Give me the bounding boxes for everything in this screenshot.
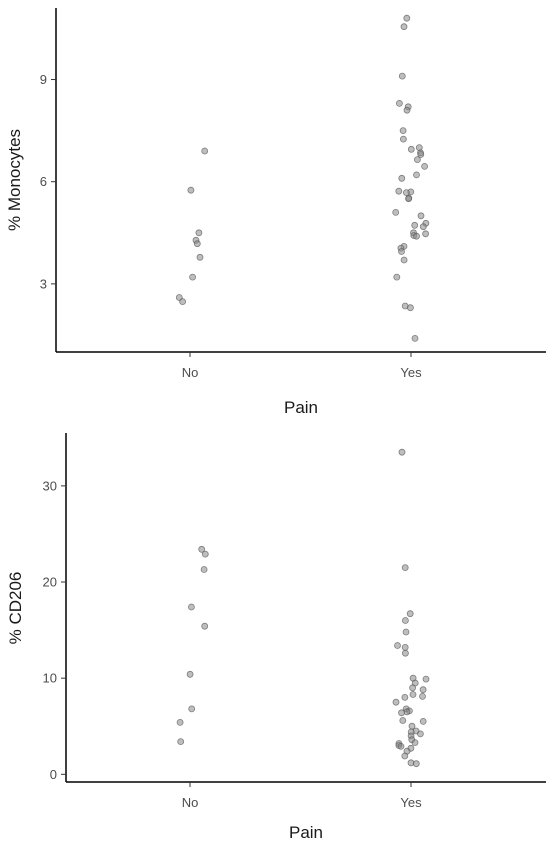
- y-tick-label: 9: [40, 72, 47, 87]
- y-axis-title: % CD206: [6, 572, 25, 645]
- data-point: [422, 230, 430, 238]
- data-point: [177, 738, 185, 745]
- data-point: [201, 550, 209, 558]
- data-point: [413, 156, 421, 164]
- x-ticks: No Yes: [182, 352, 422, 380]
- data-point: [402, 628, 410, 636]
- data-point: [188, 705, 196, 713]
- cd206-panel: 0 10 20 30 No Yes Pain % CD206: [6, 433, 546, 842]
- data-points: [176, 448, 430, 768]
- data-point: [406, 610, 414, 618]
- data-point: [392, 698, 400, 706]
- data-point: [398, 248, 405, 255]
- data-point: [422, 675, 430, 683]
- data-point: [201, 147, 209, 155]
- data-point: [416, 730, 424, 738]
- data-point: [400, 23, 408, 31]
- data-point: [200, 566, 208, 573]
- y-tick-label: 20: [43, 575, 57, 590]
- data-point: [395, 187, 403, 195]
- data-point: [189, 273, 197, 281]
- data-point: [407, 145, 415, 153]
- x-axis-title: Pain: [289, 823, 323, 842]
- y-tick-label: 10: [43, 671, 57, 686]
- data-point: [187, 186, 195, 194]
- data-point: [179, 298, 187, 306]
- data-point: [400, 256, 408, 264]
- data-point: [411, 739, 419, 746]
- data-point: [398, 709, 405, 717]
- data-point: [398, 448, 406, 456]
- data-point: [195, 229, 203, 237]
- x-tick-label: Yes: [400, 365, 422, 380]
- data-point: [399, 135, 407, 143]
- y-tick-label: 0: [50, 767, 57, 782]
- data-point: [193, 240, 201, 248]
- data-point: [401, 644, 409, 651]
- data-point: [186, 670, 194, 678]
- data-point: [196, 253, 204, 261]
- data-point: [409, 691, 417, 698]
- data-point: [419, 718, 427, 725]
- x-ticks: No Yes: [182, 782, 422, 810]
- data-point: [401, 617, 409, 624]
- data-point: [419, 693, 426, 700]
- data-point: [403, 14, 411, 22]
- data-point: [405, 195, 413, 203]
- data-point: [187, 603, 195, 611]
- data-point: [201, 622, 209, 630]
- data-point: [413, 171, 420, 179]
- data-point: [406, 304, 414, 312]
- data-point: [411, 334, 419, 342]
- data-point: [417, 212, 425, 220]
- y-axis-title: % Monocytes: [5, 129, 24, 231]
- data-point: [412, 760, 420, 768]
- data-point: [393, 273, 401, 281]
- data-point: [419, 223, 427, 231]
- y-tick-label: 6: [40, 174, 47, 189]
- y-ticks: 0 10 20 30: [43, 478, 66, 782]
- data-point: [392, 208, 400, 216]
- y-tick-label: 3: [40, 276, 47, 291]
- data-point: [401, 564, 409, 571]
- data-point: [409, 684, 417, 692]
- x-tick-label: Yes: [400, 795, 422, 810]
- data-point: [419, 686, 427, 694]
- data-point: [421, 162, 429, 170]
- x-axis-title: Pain: [284, 398, 318, 417]
- data-point: [413, 232, 420, 240]
- data-point: [397, 743, 405, 750]
- data-point: [394, 642, 401, 649]
- data-point: [401, 694, 409, 701]
- x-tick-label: No: [182, 365, 199, 380]
- y-tick-label: 30: [43, 478, 57, 493]
- data-point: [398, 174, 406, 182]
- data-point: [403, 708, 411, 716]
- data-points: [175, 14, 430, 342]
- data-point: [399, 127, 407, 135]
- data-point: [176, 719, 184, 726]
- x-tick-label: No: [182, 795, 199, 810]
- data-point: [411, 221, 419, 229]
- data-point: [402, 189, 410, 197]
- data-point: [395, 100, 403, 107]
- data-point: [417, 151, 425, 158]
- data-point: [401, 649, 409, 657]
- data-point: [198, 545, 206, 553]
- data-point: [398, 72, 406, 80]
- monocytes-panel: 3 6 9 No Yes Pain % Monocytes: [5, 8, 546, 417]
- y-ticks: 3 6 9: [40, 72, 56, 291]
- data-point: [401, 752, 409, 760]
- data-point: [403, 106, 411, 114]
- data-point: [399, 717, 407, 724]
